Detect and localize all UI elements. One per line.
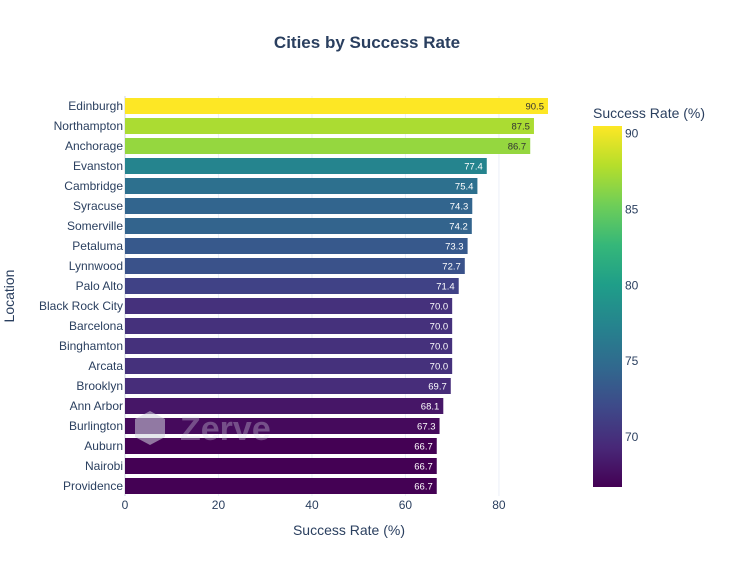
colorbar-tick-label: 90 bbox=[625, 127, 639, 141]
bar bbox=[125, 178, 478, 194]
colorbar-tick-label: 70 bbox=[625, 430, 639, 444]
bar bbox=[125, 458, 437, 474]
y-tick-label: Northampton bbox=[54, 119, 123, 133]
watermark-logo-icon bbox=[135, 411, 165, 445]
y-tick-label: Auburn bbox=[84, 439, 123, 453]
y-tick-label: Brooklyn bbox=[76, 379, 123, 393]
colorbar-tick-label: 75 bbox=[625, 354, 639, 368]
bar-data-label: 66.7 bbox=[414, 482, 433, 493]
bar-data-label: 75.4 bbox=[455, 182, 474, 193]
bar-data-label: 70.0 bbox=[430, 342, 449, 353]
bar bbox=[125, 118, 534, 134]
bar bbox=[125, 238, 468, 254]
x-tick-label: 60 bbox=[399, 498, 413, 512]
bar-data-label: 66.7 bbox=[414, 462, 433, 473]
y-tick-label: Providence bbox=[63, 479, 123, 493]
y-tick-label: Burlington bbox=[69, 419, 123, 433]
watermark: Zerve bbox=[135, 410, 271, 448]
bar bbox=[125, 158, 487, 174]
colorbar-tick-label: 85 bbox=[625, 202, 639, 216]
bar-data-label: 71.4 bbox=[436, 282, 455, 293]
y-tick-label: Arcata bbox=[88, 359, 123, 373]
y-tick-label: Binghamton bbox=[59, 339, 123, 353]
y-tick-label: Edinburgh bbox=[68, 99, 123, 113]
colorbar-tick-label: 80 bbox=[625, 278, 639, 292]
bar bbox=[125, 438, 437, 454]
bar bbox=[125, 418, 440, 434]
y-axis-tick-labels: Edinburgh Northampton Anchorage Evanston Cam… bbox=[39, 99, 123, 493]
bar-series bbox=[125, 98, 548, 494]
bar bbox=[125, 478, 437, 494]
bar-data-label: 72.7 bbox=[442, 262, 461, 273]
y-tick-label: Nairobi bbox=[85, 459, 123, 473]
bar bbox=[125, 318, 453, 334]
x-axis-title: Success Rate (%) bbox=[293, 522, 405, 538]
y-tick-label: Cambridge bbox=[64, 179, 123, 193]
bar-data-label: 73.3 bbox=[445, 242, 464, 253]
bar-data-label: 90.5 bbox=[525, 102, 544, 113]
bar-data-label: 70.0 bbox=[430, 302, 449, 313]
x-axis-tick-labels: 0 20 40 60 80 bbox=[122, 498, 506, 512]
bar bbox=[125, 278, 459, 294]
x-tick-label: 80 bbox=[492, 498, 506, 512]
y-tick-label: Black Rock City bbox=[39, 299, 123, 313]
bar-data-label: 86.7 bbox=[508, 142, 527, 153]
bar-data-label: 70.0 bbox=[430, 362, 449, 373]
bar bbox=[125, 378, 451, 394]
bar-data-label: 87.5 bbox=[511, 122, 530, 133]
bar bbox=[125, 298, 453, 314]
y-tick-label: Syracuse bbox=[73, 199, 123, 213]
bar-data-label: 69.7 bbox=[428, 382, 447, 393]
y-tick-label: Ann Arbor bbox=[70, 399, 123, 413]
bar-data-label: 77.4 bbox=[464, 162, 483, 173]
bar-data-label: 67.3 bbox=[417, 422, 436, 433]
bar-data-labels: 90.5 87.5 86.7 77.4 75.4 74.3 74.2 73.3 72.7 71.4… bbox=[414, 102, 544, 493]
colorbar bbox=[593, 126, 622, 487]
bar-data-label: 74.2 bbox=[449, 222, 468, 233]
bar bbox=[125, 138, 531, 154]
x-tick-label: 20 bbox=[212, 498, 226, 512]
watermark-text: Zerve bbox=[180, 410, 271, 448]
bar-data-label: 70.0 bbox=[430, 322, 449, 333]
bar bbox=[125, 338, 453, 354]
y-tick-label: Barcelona bbox=[69, 319, 123, 333]
y-tick-label: Somerville bbox=[67, 219, 123, 233]
bar bbox=[125, 218, 472, 234]
y-tick-label: Palo Alto bbox=[76, 279, 124, 293]
colorbar-title: Success Rate (%) bbox=[593, 105, 705, 121]
y-tick-label: Lynnwood bbox=[69, 259, 123, 273]
bar bbox=[125, 258, 465, 274]
y-tick-label: Evanston bbox=[73, 159, 123, 173]
y-tick-label: Petaluma bbox=[72, 239, 123, 253]
bar-data-label: 74.3 bbox=[450, 202, 469, 213]
chart-title: Cities by Success Rate bbox=[274, 33, 460, 52]
y-axis-title: Location bbox=[1, 270, 17, 323]
bar-data-label: 66.7 bbox=[414, 442, 433, 453]
bar bbox=[125, 198, 473, 214]
bar bbox=[125, 398, 444, 414]
x-tick-label: 0 bbox=[122, 498, 129, 512]
bar bbox=[125, 358, 453, 374]
x-tick-label: 40 bbox=[305, 498, 319, 512]
bar-data-label: 68.1 bbox=[421, 402, 440, 413]
y-tick-label: Anchorage bbox=[65, 139, 123, 153]
bar bbox=[125, 98, 548, 114]
colorbar-tick-labels: 70 75 80 85 90 bbox=[625, 127, 639, 444]
